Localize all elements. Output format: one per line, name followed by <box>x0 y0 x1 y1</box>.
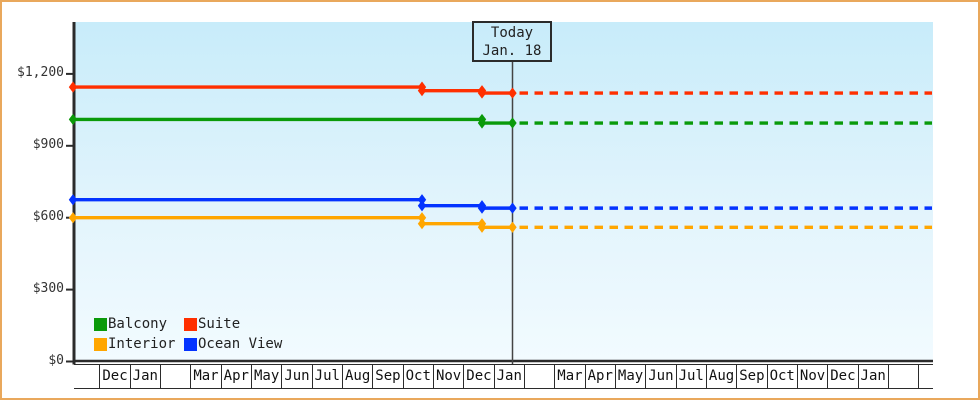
data-point-interior <box>477 221 487 233</box>
month-cell-dec-13: Dec <box>464 365 495 388</box>
month-cell-mar-4: Mar <box>191 365 222 388</box>
month-cell-jun-7: Jun <box>282 365 313 388</box>
month-cell-jun-19: Jun <box>646 365 677 388</box>
y-axis-tick-label: $0 <box>48 352 64 368</box>
month-cell-dec-1: Dec <box>100 365 131 388</box>
month-cell-jul-20: Jul <box>677 365 707 388</box>
legend-label-ocean-view: Ocean View <box>198 336 283 352</box>
month-cell-empty-0 <box>74 365 101 388</box>
data-point-suite <box>477 87 487 99</box>
month-cell-jul-8: Jul <box>313 365 343 388</box>
legend-swatch-interior <box>94 337 107 351</box>
legend-swatch-suite <box>184 317 197 331</box>
legend-label-suite: Suite <box>198 316 241 332</box>
month-cell-may-18: May <box>616 365 647 388</box>
month-cell-nov-12: Nov <box>434 365 465 388</box>
month-cell-mar-16: Mar <box>555 365 586 388</box>
data-point-ocean-view <box>417 200 427 212</box>
y-axis-tick-label: $900 <box>32 136 64 152</box>
y-axis-tick-label: $600 <box>32 208 64 224</box>
y-axis-tick-label: $1,200 <box>17 64 64 80</box>
legend-swatch-balcony <box>94 317 107 331</box>
month-cell-empty-27 <box>889 365 920 388</box>
legend-item-ocean-view: Ocean View <box>184 335 282 353</box>
data-point-interior <box>417 218 427 230</box>
series-line-ocean-view <box>73 198 513 210</box>
legend-item-suite: Suite <box>184 315 282 333</box>
data-point-interior <box>68 212 78 224</box>
legend-item-balcony: Balcony <box>94 315 184 333</box>
month-cell-oct-23: Oct <box>768 365 798 388</box>
data-point-suite <box>417 85 427 97</box>
month-cell-oct-11: Oct <box>404 365 434 388</box>
month-cell-may-6: May <box>252 365 283 388</box>
month-cell-jan-14: Jan <box>495 365 525 388</box>
legend-item-interior: Interior <box>94 335 184 353</box>
series-line-balcony <box>73 117 513 125</box>
month-cell-apr-17: Apr <box>586 365 616 388</box>
legend: Balcony Suite Interior Ocean View <box>94 315 282 353</box>
data-point-ocean-view <box>417 194 427 206</box>
legend-label-interior: Interior <box>108 336 176 352</box>
data-point-ocean-view <box>477 202 487 214</box>
month-cell-apr-5: Apr <box>222 365 252 388</box>
month-cell-aug-9: Aug <box>343 365 374 388</box>
month-cell-sep-10: Sep <box>373 365 404 388</box>
month-cell-empty-28 <box>919 365 933 388</box>
month-cell-aug-21: Aug <box>707 365 738 388</box>
data-point-interior <box>508 221 517 233</box>
data-point-balcony <box>68 113 78 126</box>
data-point-suite <box>508 87 517 99</box>
y-axis-tick-label: $300 <box>32 280 64 296</box>
data-point-ocean-view <box>68 194 78 206</box>
data-point-interior <box>417 212 427 224</box>
data-point-suite <box>68 81 78 93</box>
today-box-title: Today <box>490 25 534 41</box>
data-point-balcony <box>477 117 487 129</box>
month-cell-sep-22: Sep <box>737 365 768 388</box>
month-cell-dec-25: Dec <box>828 365 859 388</box>
legend-swatch-ocean-view <box>184 337 197 351</box>
data-point-balcony <box>508 117 517 129</box>
today-box: Today Jan. 18 <box>472 21 552 62</box>
series-line-suite <box>73 85 513 95</box>
month-cell-empty-15 <box>525 365 556 388</box>
month-cell-empty-3 <box>161 365 192 388</box>
month-cell-nov-24: Nov <box>798 365 829 388</box>
series-line-interior <box>73 215 513 229</box>
data-point-ocean-view <box>508 202 517 214</box>
legend-label-balcony: Balcony <box>108 316 168 332</box>
month-cell-jan-2: Jan <box>131 365 161 388</box>
x-axis-month-strip: Dec Jan Mar Apr May Jun Jul Aug Sep Oct Nov Dec Jan M… <box>74 364 933 389</box>
month-cell-jan-26: Jan <box>859 365 889 388</box>
today-box-date: Jan. 18 <box>482 43 542 59</box>
plot-area <box>75 22 933 361</box>
